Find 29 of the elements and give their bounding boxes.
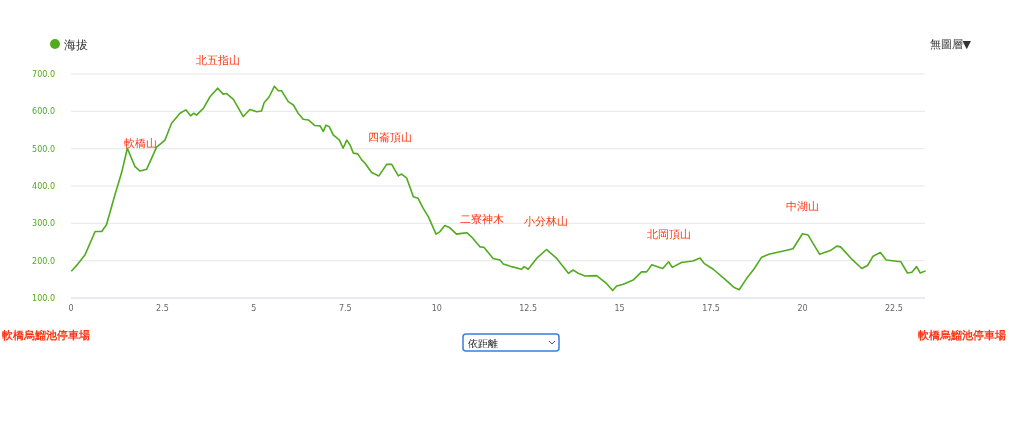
x-tick-label: 0: [68, 304, 74, 313]
annotation: 小分林山: [524, 215, 569, 229]
annotation: 北岡頂山: [646, 227, 691, 241]
y-tick-label: 500.0: [32, 144, 55, 154]
x-tick-label: 15: [614, 304, 625, 313]
text: 無圖層▼: [929, 38, 972, 51]
y-tick-label: 200.0: [32, 256, 55, 266]
legend-label: 海拔: [64, 38, 88, 52]
x-tick-label: 2.5: [156, 304, 169, 313]
text: 軟橋烏鰡池停車場: [917, 329, 1006, 341]
y-tick-label: 700.0: [32, 70, 55, 79]
x-tick-label: 22.5: [885, 304, 903, 313]
x-tick-label: 10: [431, 304, 442, 313]
y-tick-label: 400.0: [32, 182, 55, 191]
x-tick-label: 12.5: [519, 304, 538, 313]
annotation: 二寮神木: [460, 213, 505, 227]
x-tick-label: 7.5: [338, 304, 352, 313]
y-tick-label: 300.0: [32, 219, 55, 229]
text: 軟橋烏鰡池停車場: [1, 329, 90, 341]
x-tick-label: 20: [797, 304, 808, 313]
annotation: 四崙頂山: [367, 131, 412, 145]
y-tick-label: 600.0: [32, 107, 55, 117]
annotation: 軟橋山: [123, 137, 157, 151]
y-tick-label: 100.0: [32, 294, 55, 303]
x-tick-label: 17.5: [702, 304, 720, 313]
annotation: 中湖山: [785, 199, 819, 213]
annotation: 北五指山: [195, 54, 240, 68]
select: 依距離: [462, 333, 560, 352]
x-tick-label: 5: [251, 304, 257, 313]
